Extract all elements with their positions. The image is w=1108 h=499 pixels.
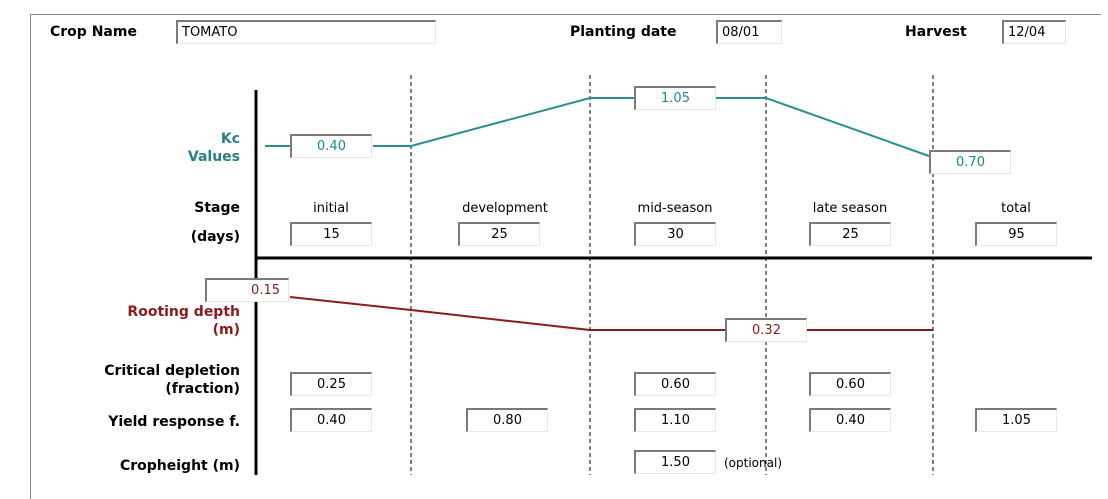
critical-depletion-label: Critical depletion [104,363,240,379]
yield-development-field[interactable]: 0.80 [466,408,548,432]
depletion-initial-field[interactable]: 0.25 [290,372,372,396]
rooting-depth-label: Rooting depth [127,304,240,320]
stage-header-development: development [462,201,548,216]
rooting-depth-unit-label: (m) [212,322,240,338]
harvest-label: Harvest [905,24,967,40]
critical-depletion-unit-label: (fraction) [165,381,240,397]
kc-mid-field[interactable]: 1.05 [634,86,716,110]
crop-name-label: Crop Name [50,24,137,40]
stage-days-mid-season-field[interactable]: 30 [634,222,716,246]
stage-days-development-field[interactable]: 25 [458,222,540,246]
yield-total-field[interactable]: 1.05 [975,408,1057,432]
stage-header-mid-season: mid-season [637,201,713,216]
yield-response-label: Yield response f. [108,414,240,430]
stage-days-initial-field[interactable]: 15 [290,222,372,246]
stage-days-label: (days) [190,229,240,245]
kc-initial-field[interactable]: 0.40 [290,134,372,158]
stage-days-late-season-field[interactable]: 25 [809,222,891,246]
yield-late-season-field[interactable]: 0.40 [809,408,891,432]
kc-values-label: Values [187,149,240,165]
cropheight-optional-note: (optional) [724,456,782,470]
depletion-mid-field[interactable]: 0.60 [634,372,716,396]
planting-date-label: Planting date [570,24,677,40]
cropheight-field[interactable]: 1.50 [634,450,716,474]
kc-curve [716,97,930,157]
yield-mid-season-field[interactable]: 1.10 [634,408,716,432]
rooting-depth-curve [289,296,725,331]
yield-initial-field[interactable]: 0.40 [290,408,372,432]
kc-label: Kc [220,131,240,147]
stage-days-total-field: 95 [975,222,1057,246]
crop-name-field[interactable]: TOMATO [176,20,436,44]
kc-end-field[interactable]: 0.70 [929,150,1011,174]
depletion-late-field[interactable]: 0.60 [809,372,891,396]
stage-header-total: total [1001,201,1031,216]
stage-header-initial: initial [313,201,349,216]
stage-label: Stage [194,200,240,216]
kc-curve [373,97,634,147]
stage-header-late-season: late season [812,201,888,216]
cropheight-label: Cropheight (m) [119,458,240,474]
rooting-depth-max-field[interactable]: 0.32 [725,318,807,342]
harvest-date-field[interactable]: 12/04 [1002,20,1066,44]
planting-date-field[interactable]: 08/01 [716,20,782,44]
rooting-depth-min-field[interactable]: 0.15 [205,278,289,302]
